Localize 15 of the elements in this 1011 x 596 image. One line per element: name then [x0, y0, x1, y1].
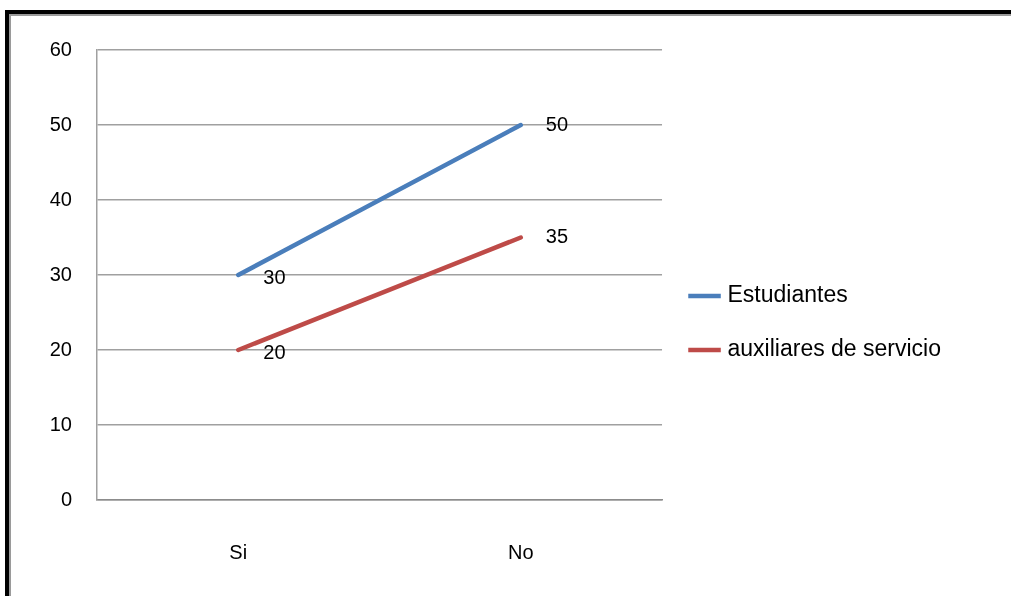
y-tick-label: 20: [49, 337, 72, 360]
y-tick-label: 50: [49, 112, 72, 135]
y-tick-label: 0: [60, 487, 72, 510]
legend-label: Estudiantes: [727, 281, 848, 308]
data-label: 20: [263, 340, 286, 363]
data-label: 35: [545, 225, 569, 248]
y-tick-label: 30: [49, 262, 72, 285]
data-label: 50: [545, 112, 569, 135]
x-tick-label: Si: [229, 540, 248, 563]
y-tick-label: 60: [49, 37, 72, 60]
y-tick-label: 40: [49, 187, 72, 210]
data-label: 30: [263, 265, 286, 288]
x-tick-label: No: [507, 540, 534, 563]
legend-label: auxiliares de servicio: [727, 335, 941, 362]
y-tick-label: 10: [49, 412, 72, 435]
